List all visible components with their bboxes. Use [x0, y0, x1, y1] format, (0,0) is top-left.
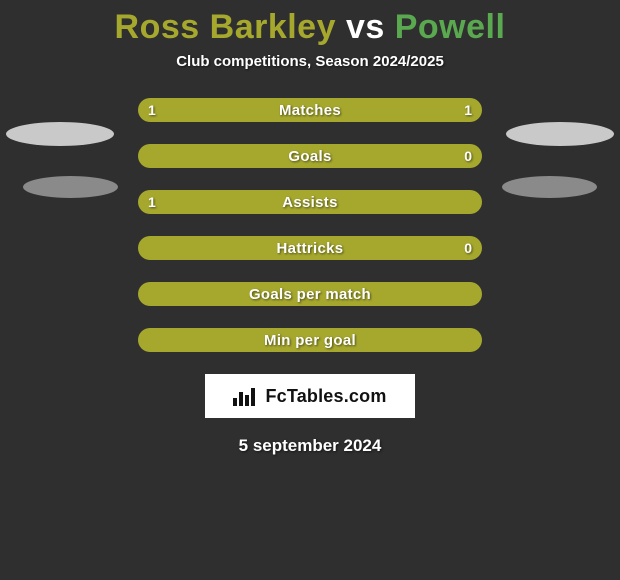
- stat-label: Goals: [288, 148, 331, 165]
- subtitle: Club competitions, Season 2024/2025: [0, 53, 620, 70]
- stat-label: Hattricks: [277, 240, 344, 257]
- chart-area: 1 Matches 1 Goals 0 1 Assists Hattricks …: [0, 98, 620, 456]
- stat-left-value: 1: [148, 194, 156, 210]
- stat-label: Matches: [279, 102, 341, 119]
- player2-name: Powell: [395, 8, 506, 46]
- stat-bar-matches: 1 Matches 1: [138, 98, 482, 122]
- stat-right-value: 1: [464, 102, 472, 118]
- decor-ellipse: [6, 122, 114, 146]
- fctables-logo-icon: [233, 386, 259, 406]
- decor-ellipse: [23, 176, 118, 198]
- player1-name: Ross Barkley: [115, 8, 336, 46]
- decor-ellipse: [506, 122, 614, 146]
- stat-right-value: 0: [464, 148, 472, 164]
- vs-text: vs: [336, 8, 395, 46]
- comparison-title: Ross Barkley vs Powell: [0, 0, 620, 47]
- stat-label: Goals per match: [249, 286, 371, 303]
- stat-bar-goals: Goals 0: [138, 144, 482, 168]
- stat-bar-assists: 1 Assists: [138, 190, 482, 214]
- stat-right-value: 0: [464, 240, 472, 256]
- fctables-badge: FcTables.com: [205, 374, 415, 418]
- stat-left-value: 1: [148, 102, 156, 118]
- decor-ellipse: [502, 176, 597, 198]
- stat-bar-hattricks: Hattricks 0: [138, 236, 482, 260]
- stat-bar-min-per-goal: Min per goal: [138, 328, 482, 352]
- date-label: 5 september 2024: [0, 436, 620, 456]
- fctables-text: FcTables.com: [265, 386, 386, 407]
- stat-bar-goals-per-match: Goals per match: [138, 282, 482, 306]
- stat-label: Assists: [282, 194, 337, 211]
- stat-label: Min per goal: [264, 332, 356, 349]
